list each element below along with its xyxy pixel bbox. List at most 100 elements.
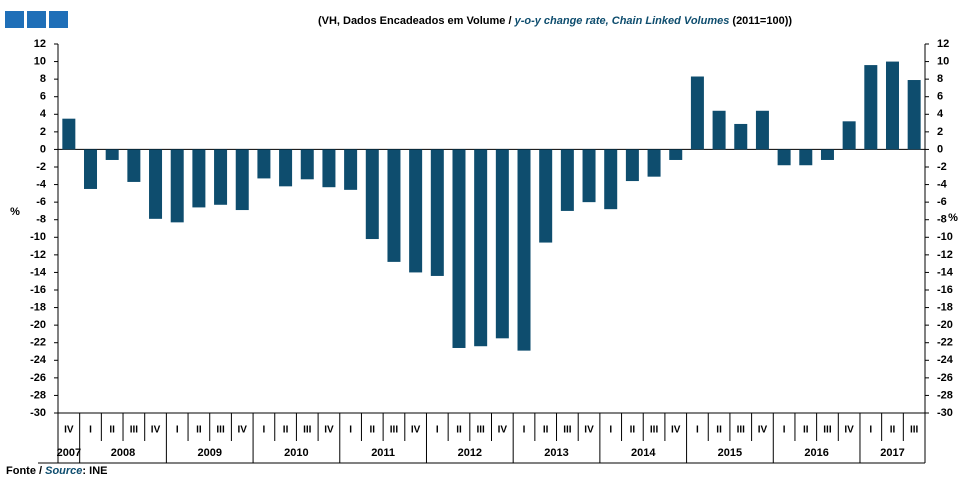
bar [734, 123, 748, 150]
y-tick-label: -18 [30, 301, 46, 313]
y2-tick-label: 10 [937, 55, 949, 67]
y2-tick-label: -2 [937, 161, 947, 173]
x-tick-label: I [436, 425, 439, 436]
y2-tick-label: -10 [937, 231, 953, 243]
bar [300, 149, 314, 180]
y2-tick-label: -28 [937, 389, 953, 401]
x-tick-label: II [196, 425, 202, 436]
x-tick-label: IV [411, 425, 421, 436]
x-tick-label: III [216, 425, 225, 436]
y2-tick-label: -6 [937, 196, 947, 208]
y-tick-label: -28 [30, 389, 46, 401]
bar [84, 149, 98, 189]
x-tick-label: IV [671, 425, 681, 436]
y2-tick-label: 8 [937, 73, 943, 85]
y-tick-label: -30 [30, 407, 46, 419]
y2-tick-label: -20 [937, 319, 953, 331]
y2-tick-label: -24 [937, 354, 954, 366]
x-tick-label: III [563, 425, 572, 436]
x-tick-label: I [696, 425, 699, 436]
y-tick-label: -26 [30, 372, 46, 384]
bar [669, 149, 683, 160]
y2-axis-label: % [948, 212, 958, 224]
y-tick-label: 10 [34, 55, 46, 67]
y-tick-label: 12 [34, 38, 46, 50]
x-tick-label: IV [151, 425, 161, 436]
y-tick-label: -16 [30, 284, 46, 296]
bar [387, 149, 401, 262]
x-tick-label: II [543, 425, 549, 436]
y-tick-label: 2 [40, 126, 46, 138]
x-group-label: 2014 [631, 447, 656, 459]
logo-block [27, 11, 46, 28]
y-tick-label: -4 [36, 178, 47, 190]
x-tick-label: II [370, 425, 376, 436]
y-tick-label: 8 [40, 73, 46, 85]
y-tick-label: -10 [30, 231, 46, 243]
y2-tick-label: -26 [937, 372, 953, 384]
x-group-label: 2009 [197, 447, 221, 459]
x-tick-label: I [783, 425, 786, 436]
bar [279, 149, 293, 187]
y2-tick-label: -4 [937, 178, 948, 190]
x-group-label: 2017 [880, 447, 904, 459]
y-tick-label: -12 [30, 249, 46, 261]
x-group-label: 2012 [458, 447, 482, 459]
bar [582, 149, 596, 203]
x-group-label: 2013 [544, 447, 568, 459]
x-tick-label: II [109, 425, 115, 436]
bar [799, 149, 813, 166]
bar [257, 149, 271, 179]
x-tick-label: IV [758, 425, 768, 436]
x-tick-label: IV [324, 425, 334, 436]
chart-title: (VH, Dados Encadeados em Volume / y-o-y … [318, 15, 792, 27]
x-group-label: 2007 [57, 447, 81, 459]
x-tick-label: IV [64, 425, 74, 436]
x-tick-label: IV [238, 425, 248, 436]
bar [430, 149, 444, 276]
bar [192, 149, 206, 208]
x-tick-label: II [456, 425, 462, 436]
y2-tick-label: -18 [937, 301, 953, 313]
x-tick-label: I [176, 425, 179, 436]
y-tick-label: 6 [40, 91, 46, 103]
y-tick-label: -2 [36, 161, 46, 173]
bar [604, 149, 618, 210]
y-tick-label: 4 [40, 108, 47, 120]
bar [344, 149, 358, 190]
bar [149, 149, 163, 219]
y2-tick-label: -30 [937, 407, 953, 419]
bar [62, 118, 76, 150]
bar [560, 149, 574, 211]
bar [647, 149, 661, 177]
bar [170, 149, 184, 223]
x-tick-label: IV [844, 425, 854, 436]
y-tick-label: -6 [36, 196, 46, 208]
bar [409, 149, 423, 273]
y2-tick-label: -14 [937, 266, 954, 278]
bar [625, 149, 639, 182]
y2-tick-label: 6 [937, 91, 943, 103]
bar [452, 149, 466, 348]
x-tick-label: I [869, 425, 872, 436]
bar [235, 149, 249, 211]
bar [517, 149, 531, 351]
x-tick-label: III [910, 425, 919, 436]
y-tick-label: -24 [30, 354, 47, 366]
bar [474, 149, 488, 347]
y2-tick-label: 12 [937, 38, 949, 50]
x-tick-label: II [630, 425, 636, 436]
y2-tick-label: 4 [937, 108, 944, 120]
bar [885, 61, 899, 150]
bar [214, 149, 228, 205]
bar [842, 121, 856, 150]
bar [127, 149, 141, 182]
x-tick-label: III [650, 425, 659, 436]
x-tick-label: IV [498, 425, 508, 436]
y2-tick-label: -8 [937, 214, 947, 226]
bar [712, 110, 726, 150]
x-tick-label: III [390, 425, 399, 436]
x-tick-label: II [890, 425, 896, 436]
x-tick-label: I [263, 425, 266, 436]
